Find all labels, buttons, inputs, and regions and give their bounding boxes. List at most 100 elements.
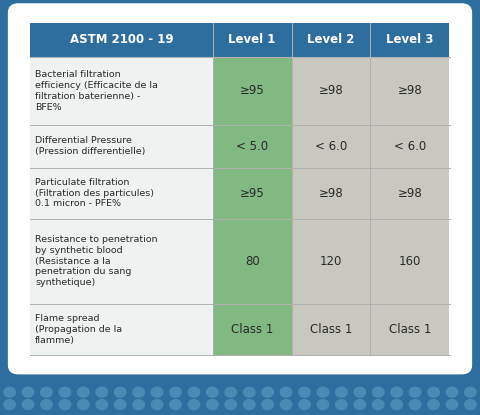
Text: Particulate filtration
(Filtration des particules)
0.1 micron - PFE%: Particulate filtration (Filtration des p… <box>35 178 154 208</box>
Circle shape <box>280 387 292 397</box>
Circle shape <box>170 387 181 397</box>
Circle shape <box>336 400 347 410</box>
Bar <box>292 23 371 57</box>
Bar <box>292 304 371 355</box>
Circle shape <box>299 400 310 410</box>
Text: 160: 160 <box>399 255 421 268</box>
Bar <box>371 168 449 219</box>
Circle shape <box>391 387 402 397</box>
Text: Differential Pressure
(Pression differentielle): Differential Pressure (Pression differen… <box>35 137 145 156</box>
Circle shape <box>114 387 126 397</box>
Circle shape <box>78 400 89 410</box>
Circle shape <box>428 387 439 397</box>
Bar <box>292 168 371 219</box>
Circle shape <box>41 400 52 410</box>
Text: ≥98: ≥98 <box>397 84 422 98</box>
Bar <box>371 125 449 168</box>
Circle shape <box>133 400 144 410</box>
Circle shape <box>188 387 200 397</box>
Circle shape <box>446 387 458 397</box>
Bar <box>371 23 449 57</box>
Circle shape <box>206 387 218 397</box>
Circle shape <box>446 400 458 410</box>
Bar <box>213 57 292 125</box>
Text: ≥98: ≥98 <box>319 187 343 200</box>
Text: ≥98: ≥98 <box>319 84 343 98</box>
Text: ASTM 2100 - 19: ASTM 2100 - 19 <box>70 33 173 46</box>
Text: Bacterial filtration
efficiency (Efficacite de la
filtration baterienne) -
BFE%: Bacterial filtration efficiency (Efficac… <box>35 70 158 112</box>
Bar <box>292 219 371 304</box>
Text: Class 1: Class 1 <box>389 323 431 336</box>
Text: 120: 120 <box>320 255 342 268</box>
Text: ≥95: ≥95 <box>240 187 264 200</box>
FancyBboxPatch shape <box>10 5 470 373</box>
Circle shape <box>391 400 402 410</box>
Bar <box>30 168 213 219</box>
Bar <box>213 125 292 168</box>
Circle shape <box>59 400 71 410</box>
Circle shape <box>206 400 218 410</box>
Circle shape <box>96 400 108 410</box>
Circle shape <box>225 400 237 410</box>
Bar <box>30 125 213 168</box>
Text: Level 1: Level 1 <box>228 33 276 46</box>
Circle shape <box>243 400 255 410</box>
Text: < 6.0: < 6.0 <box>315 140 347 153</box>
Bar <box>371 219 449 304</box>
Text: Resistance to penetration
by synthetic blood
(Resistance a la
penetration du san: Resistance to penetration by synthetic b… <box>35 235 157 287</box>
Circle shape <box>170 400 181 410</box>
Circle shape <box>317 387 329 397</box>
Circle shape <box>409 400 421 410</box>
Circle shape <box>59 387 71 397</box>
Bar <box>30 23 213 57</box>
Circle shape <box>4 400 15 410</box>
Bar <box>213 304 292 355</box>
Circle shape <box>409 387 421 397</box>
Circle shape <box>262 387 274 397</box>
Text: Class 1: Class 1 <box>310 323 352 336</box>
Bar <box>371 57 449 125</box>
Text: Level 3: Level 3 <box>386 33 433 46</box>
Circle shape <box>372 400 384 410</box>
Bar <box>30 304 213 355</box>
Circle shape <box>78 387 89 397</box>
Bar <box>30 57 213 125</box>
Bar <box>213 168 292 219</box>
Text: Flame spread
(Propagation de la
flamme): Flame spread (Propagation de la flamme) <box>35 314 122 344</box>
Circle shape <box>317 400 329 410</box>
Circle shape <box>336 387 347 397</box>
Text: ≥98: ≥98 <box>397 187 422 200</box>
Circle shape <box>243 387 255 397</box>
Circle shape <box>151 387 163 397</box>
Bar <box>371 304 449 355</box>
Circle shape <box>22 400 34 410</box>
Bar <box>292 125 371 168</box>
Circle shape <box>465 400 476 410</box>
Circle shape <box>372 387 384 397</box>
Circle shape <box>225 387 237 397</box>
Circle shape <box>22 387 34 397</box>
Circle shape <box>354 387 366 397</box>
Text: ≥95: ≥95 <box>240 84 264 98</box>
Circle shape <box>114 400 126 410</box>
Circle shape <box>96 387 108 397</box>
Circle shape <box>428 400 439 410</box>
Circle shape <box>262 400 274 410</box>
Text: 80: 80 <box>245 255 260 268</box>
Bar <box>213 219 292 304</box>
Circle shape <box>4 387 15 397</box>
Circle shape <box>280 400 292 410</box>
Bar <box>292 57 371 125</box>
Text: < 6.0: < 6.0 <box>394 140 426 153</box>
Text: < 5.0: < 5.0 <box>236 140 268 153</box>
Text: Class 1: Class 1 <box>231 323 273 336</box>
Circle shape <box>354 400 366 410</box>
Circle shape <box>151 400 163 410</box>
Circle shape <box>188 400 200 410</box>
Circle shape <box>299 387 310 397</box>
Bar <box>213 23 292 57</box>
Circle shape <box>41 387 52 397</box>
Circle shape <box>133 387 144 397</box>
Text: Level 2: Level 2 <box>307 33 355 46</box>
Bar <box>30 219 213 304</box>
